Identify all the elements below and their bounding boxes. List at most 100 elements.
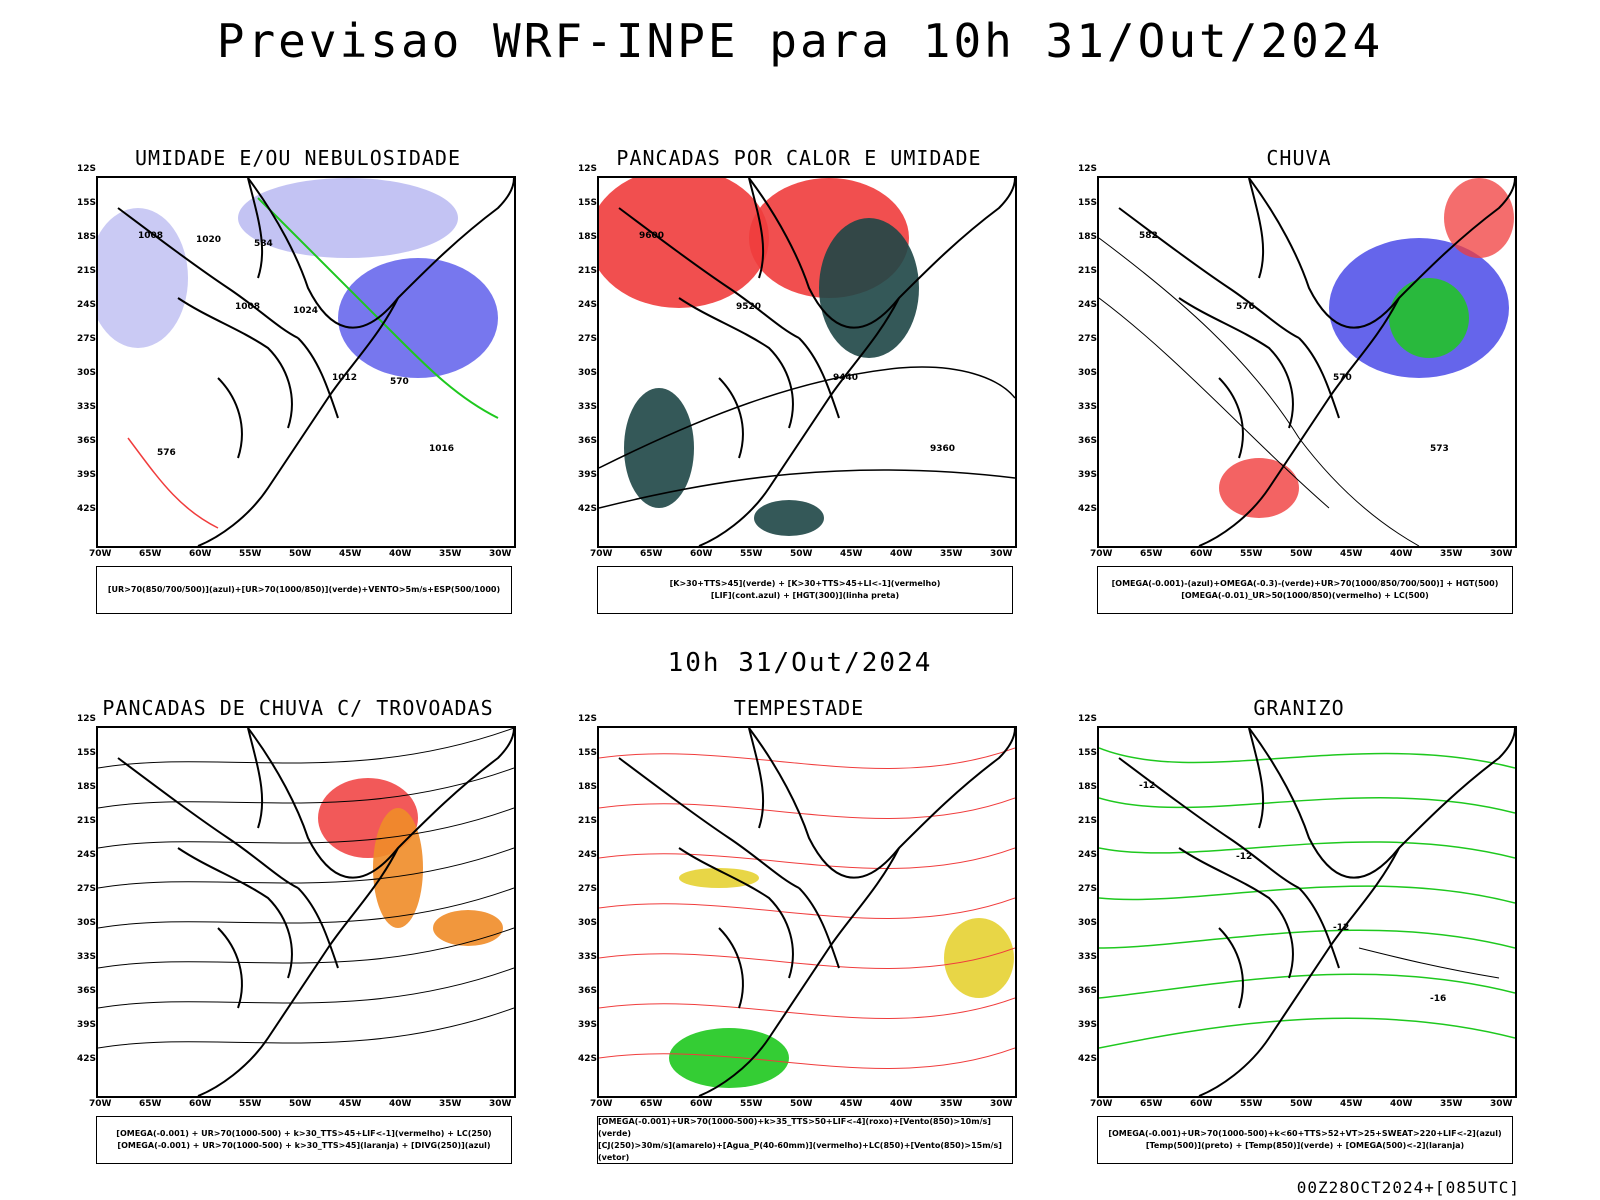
lat-label: 12S: [77, 164, 97, 174]
lon-label: 70W: [1090, 1099, 1113, 1109]
panel-trovoadas: PANCADAS DE CHUVA C/ TROVOADAS [OMEGA(-0…: [77, 696, 516, 1166]
lon-label: 50W: [289, 1099, 312, 1109]
legend-line-2: [Temp(500)](preto) + [Temp(850)](verde) …: [1145, 1141, 1465, 1150]
coastline: [1248, 728, 1515, 879]
map-tempestade: [597, 726, 1017, 1098]
coastline: [1198, 297, 1400, 546]
map-trovoadas: [96, 726, 516, 1098]
run-timestamp: 00Z28OCT2024+[085UTC]: [1296, 1178, 1520, 1197]
lat-label: 12S: [1078, 164, 1098, 174]
lat-label: 30S: [77, 918, 97, 928]
coastline: [247, 728, 514, 879]
country-border: [1118, 207, 1300, 339]
hgt-contour: [599, 366, 1015, 469]
lat-label: 36S: [1078, 986, 1098, 996]
lat-label: 30S: [1078, 368, 1098, 378]
lat-label: 18S: [77, 232, 97, 242]
contour-label: 9440: [833, 373, 858, 383]
lon-label: 45W: [339, 549, 362, 559]
coastline: [1248, 178, 1515, 329]
streamline: [98, 847, 514, 889]
legend-line-2: [CJ(250)>30m/s](amarelo)+[Agua_P(40-60mm…: [598, 1141, 1002, 1162]
lat-label: 36S: [578, 436, 598, 446]
panel-title: CHUVA: [1266, 146, 1332, 170]
lat-label: 15S: [77, 198, 97, 208]
forecast-time: 10h 31/Out/2024: [667, 648, 933, 678]
panel-title: PANCADAS DE CHUVA C/ TROVOADAS: [102, 696, 494, 720]
streamline: [1099, 297, 1330, 509]
country-border: [1248, 728, 1265, 829]
legend-line-2: [OMEGA(-0.01)_UR>50(1000/850)(vermelho) …: [1181, 591, 1429, 600]
panel-title: TEMPESTADE: [733, 696, 865, 720]
lat-label: 27S: [578, 334, 598, 344]
lat-label: 12S: [1078, 714, 1098, 724]
lon-label: 35W: [940, 549, 963, 559]
lc-contour: [599, 747, 1015, 769]
panel-legend: [OMEGA(-0.001)+UR>70(1000-500)+k<60+TTS>…: [1097, 1116, 1513, 1164]
country-border: [1218, 927, 1244, 1009]
legend-line-1: [K>30+TTS>45](verde) + [K>30+TTS>45+LI<-…: [669, 579, 941, 588]
lat-label: 15S: [1078, 198, 1098, 208]
lat-label: 27S: [1078, 334, 1098, 344]
contour-label: 1012: [332, 373, 357, 383]
heat-field: [624, 388, 694, 508]
lat-label: 24S: [578, 300, 598, 310]
lon-label: 35W: [439, 549, 462, 559]
country-border: [177, 847, 293, 979]
lat-label: 30S: [578, 368, 598, 378]
country-border: [748, 728, 765, 829]
country-border: [798, 887, 840, 969]
legend-line-2: [OMEGA(-0.001) + UR>70(1000-500) + k>30_…: [117, 1141, 491, 1150]
lon-label: 65W: [1140, 549, 1163, 559]
lat-label: 36S: [77, 986, 97, 996]
streamline: [98, 767, 514, 809]
legend-line-1: [OMEGA(-0.001)-(azul)+OMEGA(-0.3)-(verde…: [1111, 579, 1499, 588]
country-border: [1118, 757, 1300, 889]
lon-label: 70W: [89, 549, 112, 559]
lon-label: 55W: [740, 1099, 763, 1109]
contour-label: 570: [1333, 373, 1352, 383]
lon-label: 45W: [840, 1099, 863, 1109]
lc-contour: [599, 847, 1015, 869]
lon-label: 35W: [1440, 549, 1463, 559]
lon-label: 65W: [139, 549, 162, 559]
panel-title: GRANIZO: [1253, 696, 1345, 720]
lat-label: 27S: [77, 334, 97, 344]
contour-label: -16: [1430, 994, 1446, 1004]
temp850-contour: [1099, 973, 1515, 999]
lat-label: 42S: [77, 504, 97, 514]
country-border: [618, 207, 800, 339]
country-border: [718, 377, 744, 459]
temp850-contour: [1099, 797, 1515, 814]
lat-label: 30S: [77, 368, 97, 378]
panel-legend: [OMEGA(-0.001) + UR>70(1000-500) + k>30_…: [96, 1116, 512, 1164]
country-border: [1298, 887, 1340, 969]
country-border: [247, 728, 264, 829]
lon-label: 45W: [840, 549, 863, 559]
lon-label: 50W: [790, 549, 813, 559]
country-border: [1218, 377, 1244, 459]
streamline: [98, 807, 514, 849]
lon-label: 45W: [1340, 1099, 1363, 1109]
lc-contour: [599, 1047, 1015, 1069]
lon-label: 60W: [690, 549, 713, 559]
temp850-contour: [1099, 929, 1515, 949]
panel-tempestade: TEMPESTADE [OMEGA(-0.001)+UR>70(1000-500…: [578, 696, 1017, 1166]
coastline: [698, 297, 900, 546]
panel-title: UMIDADE E/OU NEBULOSIDADE: [134, 146, 462, 170]
country-border: [1178, 847, 1294, 979]
lon-label: 40W: [1390, 549, 1413, 559]
lon-label: 50W: [1290, 549, 1313, 559]
country-border: [718, 927, 744, 1009]
lon-label: 40W: [890, 549, 913, 559]
heat-field: [819, 218, 919, 358]
streamline: [98, 887, 514, 929]
lat-label: 39S: [1078, 470, 1098, 480]
lon-label: 65W: [640, 549, 663, 559]
instability-field: [599, 178, 769, 308]
coastline: [197, 847, 399, 1096]
lat-label: 42S: [1078, 504, 1098, 514]
panel-legend: [OMEGA(-0.001)-(azul)+OMEGA(-0.3)-(verde…: [1097, 566, 1513, 614]
lon-label: 30W: [1490, 1099, 1513, 1109]
streamline: [98, 967, 514, 1009]
